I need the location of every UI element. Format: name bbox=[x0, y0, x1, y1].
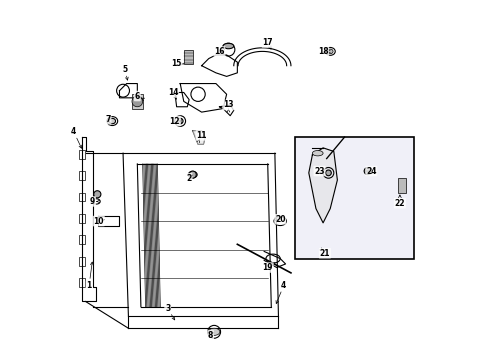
Polygon shape bbox=[308, 148, 337, 223]
Bar bbox=[397, 178, 405, 193]
Text: 22: 22 bbox=[394, 199, 405, 208]
Text: 6: 6 bbox=[134, 91, 140, 100]
Text: 10: 10 bbox=[93, 217, 104, 226]
Circle shape bbox=[325, 170, 331, 176]
Text: 4: 4 bbox=[281, 281, 286, 290]
Text: 20: 20 bbox=[274, 215, 285, 224]
Bar bbox=[80, 235, 84, 244]
Bar bbox=[80, 171, 84, 180]
Circle shape bbox=[94, 191, 101, 198]
Text: 8: 8 bbox=[207, 331, 213, 340]
Ellipse shape bbox=[109, 118, 115, 124]
Bar bbox=[80, 214, 84, 223]
Text: 13: 13 bbox=[223, 100, 233, 109]
Text: 21: 21 bbox=[319, 249, 329, 258]
Text: 2: 2 bbox=[186, 174, 191, 183]
Text: 14: 14 bbox=[167, 88, 178, 97]
Text: 18: 18 bbox=[317, 47, 328, 56]
Text: 11: 11 bbox=[196, 131, 206, 140]
Bar bbox=[80, 257, 84, 266]
Bar bbox=[183, 50, 192, 64]
Text: 9: 9 bbox=[90, 197, 95, 206]
Text: 12: 12 bbox=[169, 117, 180, 126]
Text: 19: 19 bbox=[262, 263, 272, 272]
Text: 4: 4 bbox=[71, 127, 76, 136]
Ellipse shape bbox=[223, 43, 233, 49]
Ellipse shape bbox=[208, 328, 220, 336]
Text: 15: 15 bbox=[171, 59, 182, 68]
Text: 23: 23 bbox=[314, 167, 324, 176]
Ellipse shape bbox=[326, 49, 332, 54]
Bar bbox=[80, 150, 84, 158]
Circle shape bbox=[189, 171, 196, 178]
Circle shape bbox=[177, 118, 183, 124]
Circle shape bbox=[132, 96, 142, 107]
Bar bbox=[132, 94, 142, 109]
Circle shape bbox=[364, 167, 370, 175]
Text: 1: 1 bbox=[86, 281, 92, 290]
Text: 17: 17 bbox=[262, 38, 272, 47]
Bar bbox=[294, 137, 413, 258]
Text: 16: 16 bbox=[214, 47, 224, 56]
Bar bbox=[80, 278, 84, 287]
Text: 5: 5 bbox=[122, 65, 127, 74]
Text: 24: 24 bbox=[366, 167, 376, 176]
Ellipse shape bbox=[312, 150, 323, 156]
Bar bbox=[80, 193, 84, 202]
Text: 3: 3 bbox=[165, 304, 170, 313]
Text: 7: 7 bbox=[105, 115, 110, 124]
Polygon shape bbox=[192, 131, 205, 144]
